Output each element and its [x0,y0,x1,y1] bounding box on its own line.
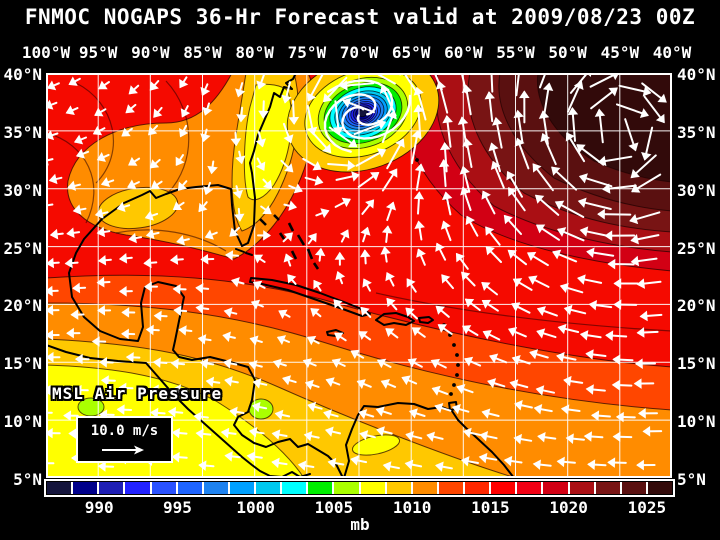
colorbar-tick-label: 995 [162,498,192,517]
colorbar-cell [621,482,646,494]
colorbar-tick-label: 1015 [471,498,510,517]
lon-tick-label: 65°W [391,43,431,62]
lat-tick-label-left: 20°N [3,296,42,316]
colorbar-cell [256,482,281,494]
colorbar-cell [47,482,72,494]
colorbar-cell [491,482,516,494]
lat-tick-label-left: 35°N [3,122,42,142]
colorbar-cell [386,482,411,494]
colorbar-cell [517,482,542,494]
colorbar-cells [47,482,672,494]
colorbar-cell [438,482,463,494]
lon-tick-label: 75°W [287,43,327,62]
lat-tick-label-right: 20°N [677,296,716,316]
colorbar-cell [543,482,568,494]
lat-tick-label-right: 40°N [677,65,716,84]
field-name-label: MSL Air Pressure [52,384,223,403]
colorbar-tick-label: 990 [84,498,114,517]
colorbar-cell [647,482,672,494]
colorbar-cell [595,482,620,494]
colorbar-cell [99,482,124,494]
lon-tick-label: 85°W [183,43,222,62]
colorbar-tick-label: 1010 [392,498,432,517]
lon-tick-label: 90°W [131,43,170,62]
lat-tick-label-right: 5°N [677,470,706,489]
lat-tick-label-left: 25°N [3,238,42,258]
lon-tick-label: 55°W [496,43,535,62]
lon-tick-label: 95°W [78,43,118,62]
lon-tick-label: 45°W [600,43,640,62]
pressure-map-plot [37,53,673,479]
pressure-field-canvas [37,53,673,479]
lon-tick-label: 70°W [339,43,379,62]
lat-tick-label-right: 10°N [677,412,716,432]
colorbar-cell [229,482,254,494]
lat-tick-label-right: 15°N [677,354,716,374]
lat-tick-label-right: 30°N [677,180,716,200]
lat-tick-label-left: 15°N [3,354,42,374]
colorbar-cell [334,482,359,494]
lat-tick-label-right: 25°N [677,238,716,258]
lon-tick-label: 60°W [444,43,483,62]
wind-speed-legend: 10.0 m/s [76,416,173,463]
lon-tick-label: 80°W [235,43,274,62]
colorbar-unit-label: mb [350,515,370,534]
colorbar-tick-label: 1020 [549,498,588,517]
lon-tick-label: 40°W [652,43,692,62]
lat-tick-label-left: 30°N [3,180,42,200]
colorbar-cell [360,482,385,494]
colorbar-cell [203,482,228,494]
colorbar-cell [73,482,98,494]
colorbar-cell [125,482,150,494]
lat-tick-label-left: 10°N [3,412,42,432]
colorbar-tick-label: 1005 [314,498,354,517]
colorbar-cell [465,482,490,494]
colorbar-cell [282,482,307,494]
colorbar-cell [308,482,333,494]
lon-tick-label: 100°W [21,43,71,62]
lat-tick-label-left: 40°N [3,65,42,84]
colorbar-cell [412,482,437,494]
lon-tick-label: 50°W [548,43,587,62]
lat-tick-label-left: 5°N [13,470,42,489]
wind-speed-label: 10.0 m/s [90,423,159,439]
colorbar-tick-label: 1025 [627,498,667,517]
lat-tick-label-right: 35°N [677,122,716,142]
colorbar-cell [151,482,176,494]
page-title: FNMOC NOGAPS 36-Hr Forecast valid at 200… [24,5,696,29]
colorbar [44,479,675,497]
colorbar-cell [569,482,594,494]
colorbar-cell [177,482,202,494]
reference-wind-arrow-icon [102,445,144,455]
colorbar-tick-label: 1000 [236,498,275,517]
